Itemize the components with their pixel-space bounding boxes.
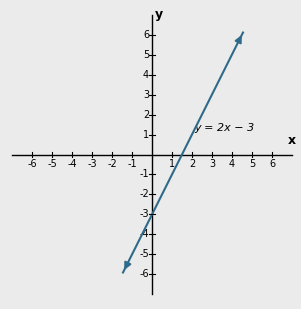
Text: 3: 3	[143, 90, 149, 99]
Text: y = 2x − 3: y = 2x − 3	[194, 122, 254, 133]
Text: 6: 6	[269, 159, 275, 170]
Text: -4: -4	[67, 159, 77, 170]
Text: -2: -2	[107, 159, 117, 170]
Text: y: y	[155, 8, 163, 21]
Text: 5: 5	[143, 49, 149, 60]
Text: 6: 6	[143, 30, 149, 40]
Text: -1: -1	[127, 159, 137, 170]
Text: 1: 1	[169, 159, 175, 170]
Text: -1: -1	[139, 170, 149, 180]
Text: -5: -5	[47, 159, 57, 170]
Text: -4: -4	[139, 230, 149, 239]
Text: -5: -5	[139, 249, 149, 260]
Text: -6: -6	[27, 159, 37, 170]
Text: x: x	[288, 133, 296, 146]
Text: 2: 2	[143, 109, 149, 120]
Text: 4: 4	[143, 70, 149, 79]
Text: -2: -2	[139, 189, 149, 200]
Text: 2: 2	[189, 159, 195, 170]
Text: 5: 5	[249, 159, 255, 170]
Text: -6: -6	[139, 269, 149, 279]
Text: 1: 1	[143, 129, 149, 139]
Text: -3: -3	[139, 210, 149, 219]
Text: 4: 4	[229, 159, 235, 170]
Text: 3: 3	[209, 159, 215, 170]
Text: -3: -3	[87, 159, 97, 170]
